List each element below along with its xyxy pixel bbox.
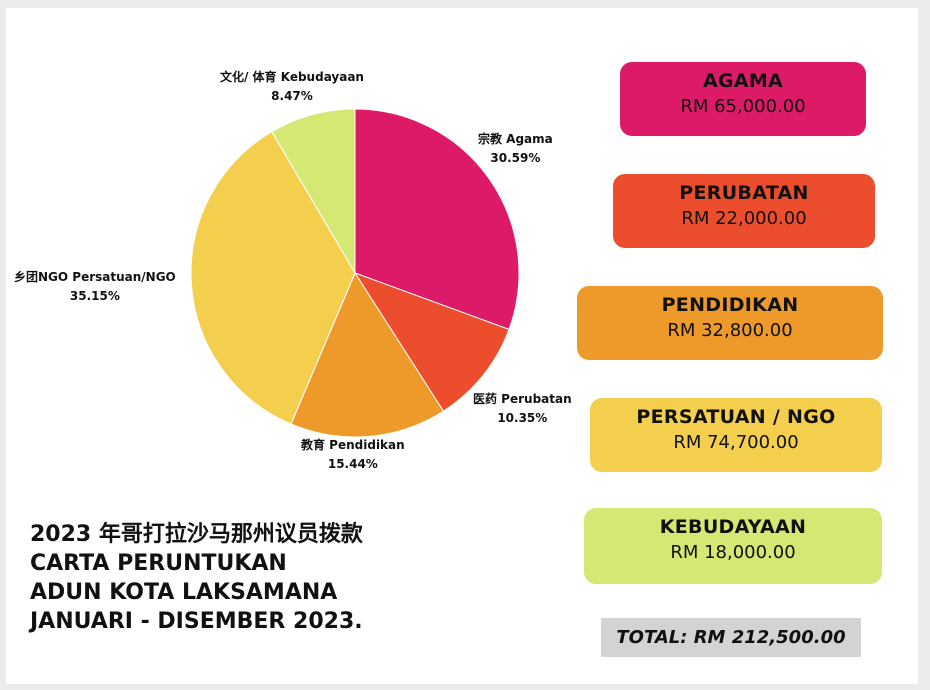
allocation-name: PERUBATAN	[679, 182, 809, 204]
pie-slice-persatuan	[190, 130, 356, 425]
pie-label-persatuan-percent: 35.15%	[69, 289, 120, 303]
pie-label-kebudayaan-percent: 8.47%	[271, 89, 313, 103]
pie-label-perubatan-name: 医药 Perubatan	[473, 392, 572, 406]
caption-line-2: CARTA PERUNTUKAN	[30, 551, 287, 576]
total-amount: TOTAL: RM 212,500.00	[601, 618, 861, 657]
pie-label-agama-percent: 30.59%	[490, 151, 541, 165]
allocation-amount: RM 32,800.00	[667, 320, 793, 341]
pie-label-persatuan-name: 乡团NGO Persatuan/NGO	[14, 270, 176, 284]
caption-line-1: 2023 年哥打拉沙马那州议员拨款	[30, 522, 363, 547]
allocation-name: AGAMA	[702, 70, 784, 92]
caption-line-3: ADUN KOTA LAKSAMANA	[30, 580, 338, 605]
pie-label-kebudayaan: 文化/ 体育 Kebudayaan 8.47%	[220, 68, 364, 106]
allocation-name: PERSATUAN / NGO	[636, 406, 836, 428]
allocation-box-kebudayaan: KEBUDAYAAN RM 18,000.00	[584, 508, 882, 584]
pie-label-pendidikan: 教育 Pendidikan 15.44%	[301, 436, 405, 474]
allocation-box-pendidikan: PENDIDIKAN RM 32,800.00	[577, 286, 883, 360]
pie-label-agama-name: 宗教 Agama	[478, 132, 553, 146]
pie-label-pendidikan-name: 教育 Pendidikan	[301, 438, 405, 452]
pie-label-kebudayaan-name: 文化/ 体育 Kebudayaan	[220, 70, 364, 84]
pie-label-agama: 宗教 Agama 30.59%	[478, 130, 553, 168]
caption-line-4: JANUARI - DISEMBER 2023.	[30, 609, 363, 634]
pie-slice-agama	[354, 108, 520, 331]
allocation-amount: RM 65,000.00	[680, 96, 806, 117]
caption-block: 2023 年哥打拉沙马那州议员拨款 CARTA PERUNTUKAN ADUN …	[30, 520, 363, 636]
allocation-amount: RM 22,000.00	[681, 208, 807, 229]
allocation-box-perubatan: PERUBATAN RM 22,000.00	[613, 174, 875, 248]
allocation-box-agama: AGAMA RM 65,000.00	[620, 62, 866, 136]
pie-label-pendidikan-percent: 15.44%	[327, 457, 378, 471]
allocation-box-persatuan: PERSATUAN / NGO RM 74,700.00	[590, 398, 882, 472]
pie-slice-kebudayaan	[271, 108, 356, 275]
pie-label-perubatan: 医药 Perubatan 10.35%	[473, 390, 572, 428]
pie-label-persatuan: 乡团NGO Persatuan/NGO 35.15%	[14, 268, 176, 306]
pie-label-perubatan-percent: 10.35%	[497, 411, 548, 425]
pie-slice-pendidikan	[290, 271, 445, 438]
allocation-amount: RM 74,700.00	[673, 432, 799, 453]
pie-slice-perubatan	[353, 272, 510, 412]
allocation-amount: RM 18,000.00	[670, 542, 796, 563]
allocation-name: PENDIDIKAN	[661, 294, 799, 316]
allocation-name: KEBUDAYAAN	[659, 516, 807, 538]
